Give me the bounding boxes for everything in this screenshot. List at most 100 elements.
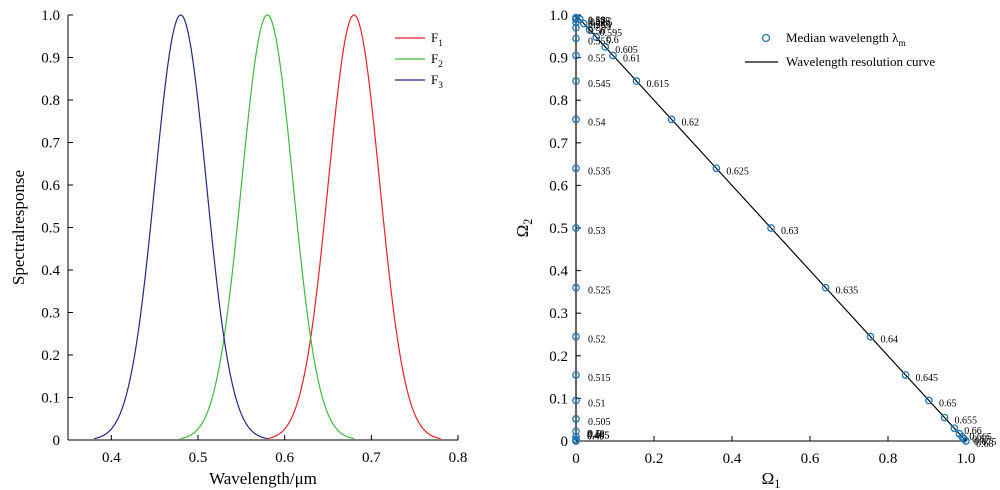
point-label: 0.585	[590, 17, 613, 28]
y-tick-label: 0.1	[41, 391, 60, 407]
y-tick-label: 1.0	[41, 8, 60, 24]
point-label: 0.535	[588, 166, 611, 177]
point-label: 0.645	[916, 373, 939, 384]
median-wavelength-marker	[601, 43, 610, 51]
x-tick-label: 0.8	[879, 451, 898, 467]
point-label: 0.61	[623, 53, 641, 64]
x-tick-label: 0.7	[362, 450, 381, 466]
point-label: 0.515	[588, 373, 611, 384]
y-tick-label: 0.1	[549, 391, 568, 407]
point-label: 0.665	[969, 432, 992, 443]
median-wavelength-marker	[572, 437, 580, 445]
y-tick-label: 0	[561, 434, 569, 450]
point-label: 0.555	[588, 36, 611, 47]
legend-marker-swatch	[761, 33, 771, 43]
median-wavelength-marker	[572, 51, 580, 60]
point-label: 0.65	[939, 399, 957, 410]
median-wavelength-marker	[572, 224, 580, 232]
x-axis-title: Wavelength/μm	[209, 469, 317, 488]
median-wavelength-marker	[572, 77, 580, 85]
y-tick-label: 0	[53, 433, 61, 449]
point-label: 0.485	[587, 431, 610, 442]
spectral-response-chart: 0 0.1 0.2 0.3 0.4 0.5 0.6 0.7 0.8 0.9 1.0 0.4 0.5 0.6…	[9, 8, 467, 488]
median-wavelength-marker	[572, 427, 580, 436]
point-label: 0.58	[588, 16, 606, 27]
y-axis-title-subscript: 2	[521, 219, 535, 225]
y-axis-title: Ω2	[513, 219, 535, 238]
x-tick-label: 0.5	[189, 450, 208, 466]
median-wavelength-marker	[632, 77, 641, 85]
legend-label: F1	[431, 30, 443, 49]
y-tick-label: 0.8	[549, 93, 568, 109]
point-label: 0.575	[588, 16, 611, 27]
x-axis-title: Ω1	[762, 469, 781, 490]
point-label: 0.49	[587, 431, 605, 442]
legend-label-subscript: 3	[438, 81, 443, 91]
y-tick-label: 0.3	[549, 306, 568, 322]
y-tick-label: 0.6	[549, 178, 568, 194]
point-label: 0.565	[588, 20, 611, 31]
median-wavelength-marker	[572, 332, 580, 341]
point-label: 0.5	[588, 429, 601, 440]
point-label: 0.48	[587, 429, 605, 440]
y-tick-label: 0.6	[41, 178, 60, 194]
median-wavelength-marker	[821, 283, 830, 292]
y-tick-label: 0.3	[41, 306, 60, 322]
legend-label: F2	[431, 51, 443, 70]
point-label: 0.51	[588, 399, 606, 410]
x-tick-label: 0.6	[275, 450, 294, 466]
point-label: 0.595	[600, 28, 623, 39]
point-label: 0.625	[726, 166, 749, 177]
median-wavelength-marker	[585, 26, 594, 34]
legend-label-curve: Wavelength resolution curve	[786, 54, 935, 69]
point-label: 0.52	[588, 335, 606, 346]
median-wavelength-marker	[572, 115, 580, 124]
median-wavelength-marker	[962, 437, 970, 445]
point-label: 0.505	[588, 417, 611, 428]
y-tick-label: 0.5	[549, 221, 568, 237]
point-label: 0.525	[588, 286, 611, 297]
y-tick-label: 0.8	[41, 93, 60, 109]
point-label: 0.59	[594, 22, 612, 33]
point-label: 0.63	[781, 226, 799, 237]
median-wavelength-marker	[866, 332, 875, 341]
y-tick-label: 1.0	[549, 8, 568, 24]
series-line-F1	[267, 14, 441, 440]
legend-label-markers: Median wavelength λm	[786, 30, 906, 49]
y-tick-label: 0.7	[549, 136, 568, 152]
series-line-F3	[93, 14, 268, 440]
point-label: 0.67	[972, 435, 990, 446]
median-wavelength-marker	[950, 424, 959, 433]
point-label: 0.6	[606, 35, 619, 46]
y-tick-label: 0.7	[41, 136, 60, 152]
point-label: 0.53	[588, 226, 606, 237]
median-wavelength-marker	[609, 51, 617, 60]
median-wavelength-marker	[572, 23, 580, 32]
y-tick-label: 0.9	[549, 51, 568, 67]
median-wavelength-marker	[960, 435, 968, 443]
median-wavelength-marker	[940, 413, 949, 422]
x-tick-label: 0	[572, 451, 580, 467]
point-label: 0.62	[682, 117, 700, 128]
x-tick-label: 0.6	[801, 451, 820, 467]
x-axis-title-subscript: 1	[774, 477, 780, 490]
y-tick-label: 0.2	[549, 349, 568, 365]
y-tick-label: 0.4	[41, 263, 60, 279]
x-tick-label: 0.8	[449, 450, 468, 466]
point-label: 0.55	[588, 53, 606, 64]
point-label: 0.495	[587, 431, 610, 442]
median-wavelength-marker	[572, 396, 580, 405]
x-tick-label: 1.0	[957, 451, 976, 467]
x-tick-label: 0.4	[723, 451, 742, 467]
point-label: 0.605	[615, 45, 638, 56]
point-label: 0.655	[955, 416, 978, 427]
series-line-F2	[180, 14, 355, 440]
median-wavelength-marker	[958, 432, 966, 441]
median-wavelength-marker	[767, 224, 775, 232]
median-wavelength-marker	[572, 414, 580, 423]
median-wavelength-marker	[572, 371, 580, 379]
y-axis-title: Spectralresponse	[9, 170, 28, 285]
median-wavelength-marker	[572, 283, 580, 292]
median-wavelength-marker	[901, 371, 910, 379]
